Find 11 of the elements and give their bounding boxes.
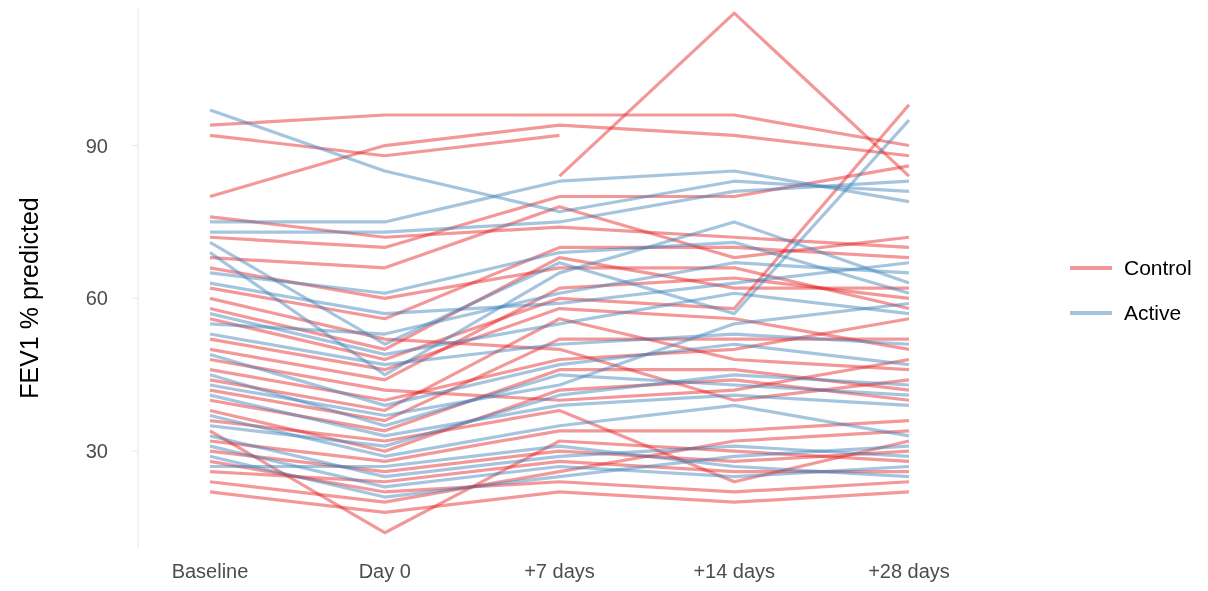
legend-label: Active — [1124, 301, 1182, 325]
x-tick-label: +14 days — [693, 560, 776, 582]
legend-label: Control — [1124, 256, 1192, 280]
y-tick-label: 30 — [85, 440, 108, 463]
x-tick-label: Day 0 — [358, 560, 411, 582]
x-tick-label: +7 days — [524, 560, 595, 582]
y-tick-label: 90 — [85, 134, 108, 157]
x-tick-label: +28 days — [868, 560, 950, 582]
y-tick-label: 60 — [85, 287, 108, 310]
y-axis-title: FEV1 % predicted — [15, 197, 43, 399]
x-tick-label: Baseline — [171, 560, 249, 582]
